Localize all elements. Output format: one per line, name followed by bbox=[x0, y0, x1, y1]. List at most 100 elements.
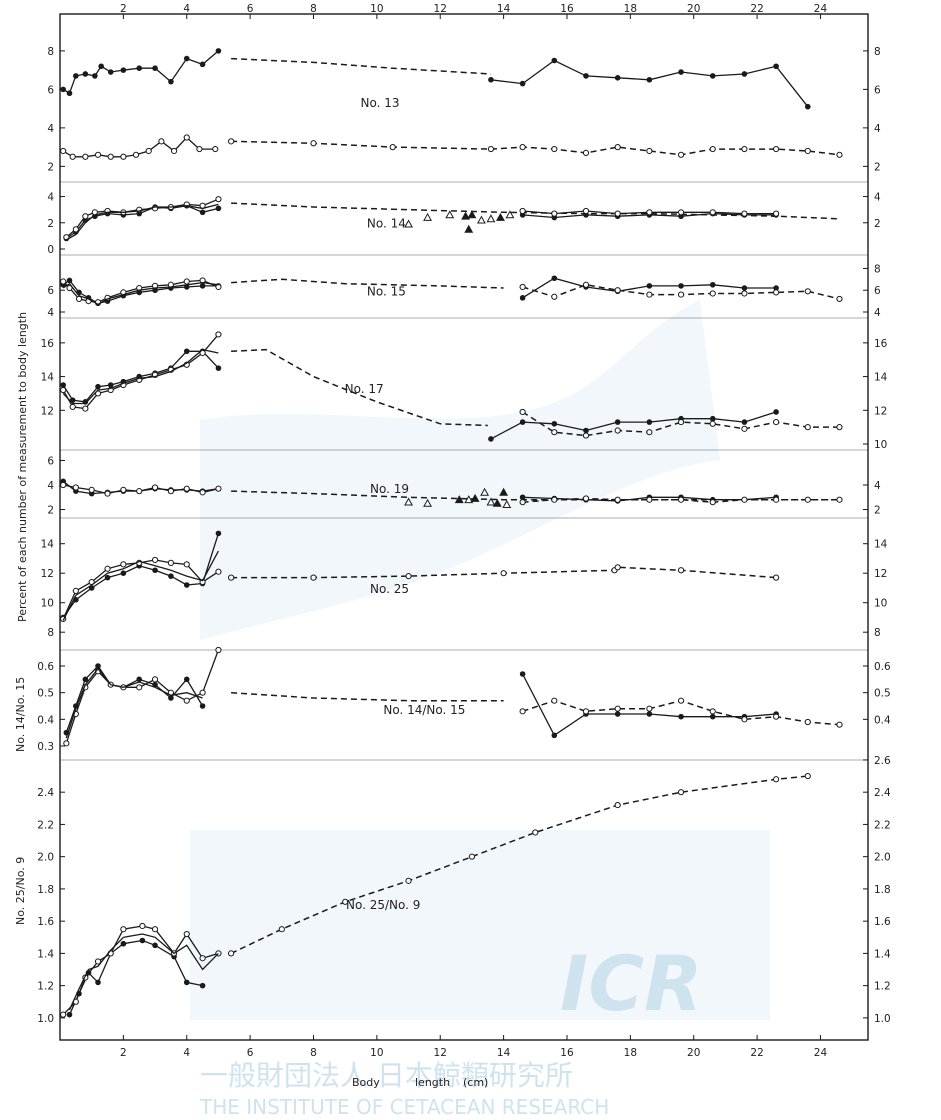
data-point bbox=[151, 676, 159, 683]
series-line-p259-3 bbox=[230, 775, 808, 955]
plot-border bbox=[59, 13, 869, 1041]
panel-p1415: 0.3 0.4 0.5 0.6 0.4 0.5 0.6 No. 14/No. 15 bbox=[37, 646, 891, 753]
data-point bbox=[152, 65, 158, 71]
data-point bbox=[152, 567, 158, 574]
data-point bbox=[215, 530, 222, 537]
data-point bbox=[132, 151, 140, 158]
data-point bbox=[804, 772, 811, 780]
right-y-tick-label: 12 bbox=[874, 568, 887, 580]
data-point bbox=[804, 496, 811, 503]
watermark-logo-shape bbox=[200, 300, 720, 640]
data-point bbox=[836, 424, 843, 431]
series-line-p14-3 bbox=[231, 202, 840, 220]
panel-y-label-25-9: No. 25/No. 9 bbox=[14, 857, 27, 925]
right-y-tick-label: 8 bbox=[874, 627, 881, 639]
data-point bbox=[151, 926, 159, 933]
watermark-line2: THE INSTITUTE OF CETACEAN RESEARCH bbox=[199, 1095, 609, 1119]
data-point bbox=[614, 801, 621, 809]
data-point bbox=[677, 789, 685, 796]
panel-p15: 4 6 4 6 8 No. 15 bbox=[47, 254, 881, 319]
data-point bbox=[488, 436, 494, 442]
data-point bbox=[139, 937, 146, 944]
data-point bbox=[583, 427, 589, 434]
top-x-tick-label: 20 bbox=[687, 3, 700, 15]
data-point bbox=[804, 718, 811, 726]
data-point bbox=[773, 418, 780, 426]
right-y-tick-label: 2.0 bbox=[874, 852, 891, 864]
series-line-p25-3 bbox=[231, 566, 777, 579]
left-y-tick-label: 6 bbox=[47, 285, 54, 297]
left-y-tick-label: 4 bbox=[47, 123, 54, 135]
left-y-tick-label: 10 bbox=[41, 598, 54, 610]
data-point bbox=[709, 73, 716, 79]
panel-label-p17: No. 17 bbox=[345, 382, 384, 396]
right-y-tick-label: 0.5 bbox=[874, 688, 891, 700]
data-point bbox=[60, 1011, 67, 1018]
data-point bbox=[741, 290, 748, 297]
series-line-p1415-5 bbox=[522, 699, 840, 726]
data-point bbox=[199, 689, 206, 696]
data-point-triangle bbox=[502, 500, 512, 509]
data-point bbox=[199, 955, 206, 962]
watermark-line1: 一般財団法人 日本鯨類研究所 bbox=[200, 1059, 573, 1092]
left-y-tick-label: 14 bbox=[41, 372, 55, 384]
data-point bbox=[551, 496, 558, 503]
bottom-x-tick-label: 2 bbox=[120, 1047, 127, 1059]
series-line-p17-2 bbox=[62, 348, 219, 405]
panels: 2 4 6 8 2 4 6 8 No. 13 0 2 4 2 4 No. 14 4 6 4 6 8 No. 15 12 14… bbox=[37, 46, 891, 1025]
data-point bbox=[60, 386, 67, 394]
data-point bbox=[158, 138, 165, 145]
data-point bbox=[215, 48, 222, 54]
data-point bbox=[773, 574, 780, 581]
data-point bbox=[60, 481, 67, 489]
data-point-triangle bbox=[404, 497, 413, 506]
left-y-tick-label: 4 bbox=[47, 480, 54, 492]
left-y-tick-label: 0.6 bbox=[37, 661, 54, 673]
data-point bbox=[773, 713, 780, 720]
right-y-tick-label: 1.2 bbox=[874, 981, 891, 993]
bottom-x-axis: 2 4 6 8 10 12 14 16 18 20 22 24 bbox=[120, 1035, 827, 1059]
data-point bbox=[170, 147, 178, 155]
data-point bbox=[500, 570, 507, 577]
data-point bbox=[551, 293, 558, 300]
data-point bbox=[94, 151, 102, 158]
data-point bbox=[551, 429, 558, 436]
data-point bbox=[95, 663, 101, 669]
data-point bbox=[519, 494, 526, 501]
data-point bbox=[741, 496, 748, 503]
data-point bbox=[82, 676, 89, 683]
data-point bbox=[82, 153, 89, 160]
series-line-p15-2 bbox=[62, 281, 219, 306]
data-point bbox=[92, 73, 98, 79]
bottom-x-tick-label: 4 bbox=[183, 1047, 190, 1059]
left-y-tick-label: 1.2 bbox=[37, 981, 54, 993]
data-point bbox=[551, 210, 558, 217]
data-point bbox=[215, 331, 222, 338]
data-point-triangle bbox=[445, 210, 455, 219]
series-line-p17-5 bbox=[522, 411, 840, 437]
left-y-tick-label: 12 bbox=[41, 405, 54, 417]
data-point bbox=[228, 138, 235, 145]
data-point-triangle bbox=[505, 210, 515, 219]
bottom-x-tick-label: 18 bbox=[624, 1047, 637, 1059]
data-point bbox=[677, 418, 685, 426]
right-y-tick-label: 6 bbox=[874, 84, 881, 96]
data-point bbox=[709, 420, 716, 427]
data-point bbox=[773, 776, 780, 783]
bottom-x-tick-label: 6 bbox=[247, 1047, 254, 1059]
data-point bbox=[168, 573, 174, 579]
data-point bbox=[183, 979, 190, 986]
data-point bbox=[95, 383, 101, 390]
data-point bbox=[183, 485, 190, 492]
data-point bbox=[82, 71, 89, 77]
data-point bbox=[183, 582, 190, 588]
data-point-triangle bbox=[461, 211, 471, 220]
data-point bbox=[551, 57, 558, 64]
data-point bbox=[151, 556, 159, 564]
left-y-tick-label: 0 bbox=[47, 244, 54, 256]
series-line-p1415-1 bbox=[65, 649, 220, 744]
data-point bbox=[519, 283, 526, 291]
data-point bbox=[741, 71, 748, 77]
data-point bbox=[60, 147, 67, 155]
data-point bbox=[582, 281, 590, 288]
